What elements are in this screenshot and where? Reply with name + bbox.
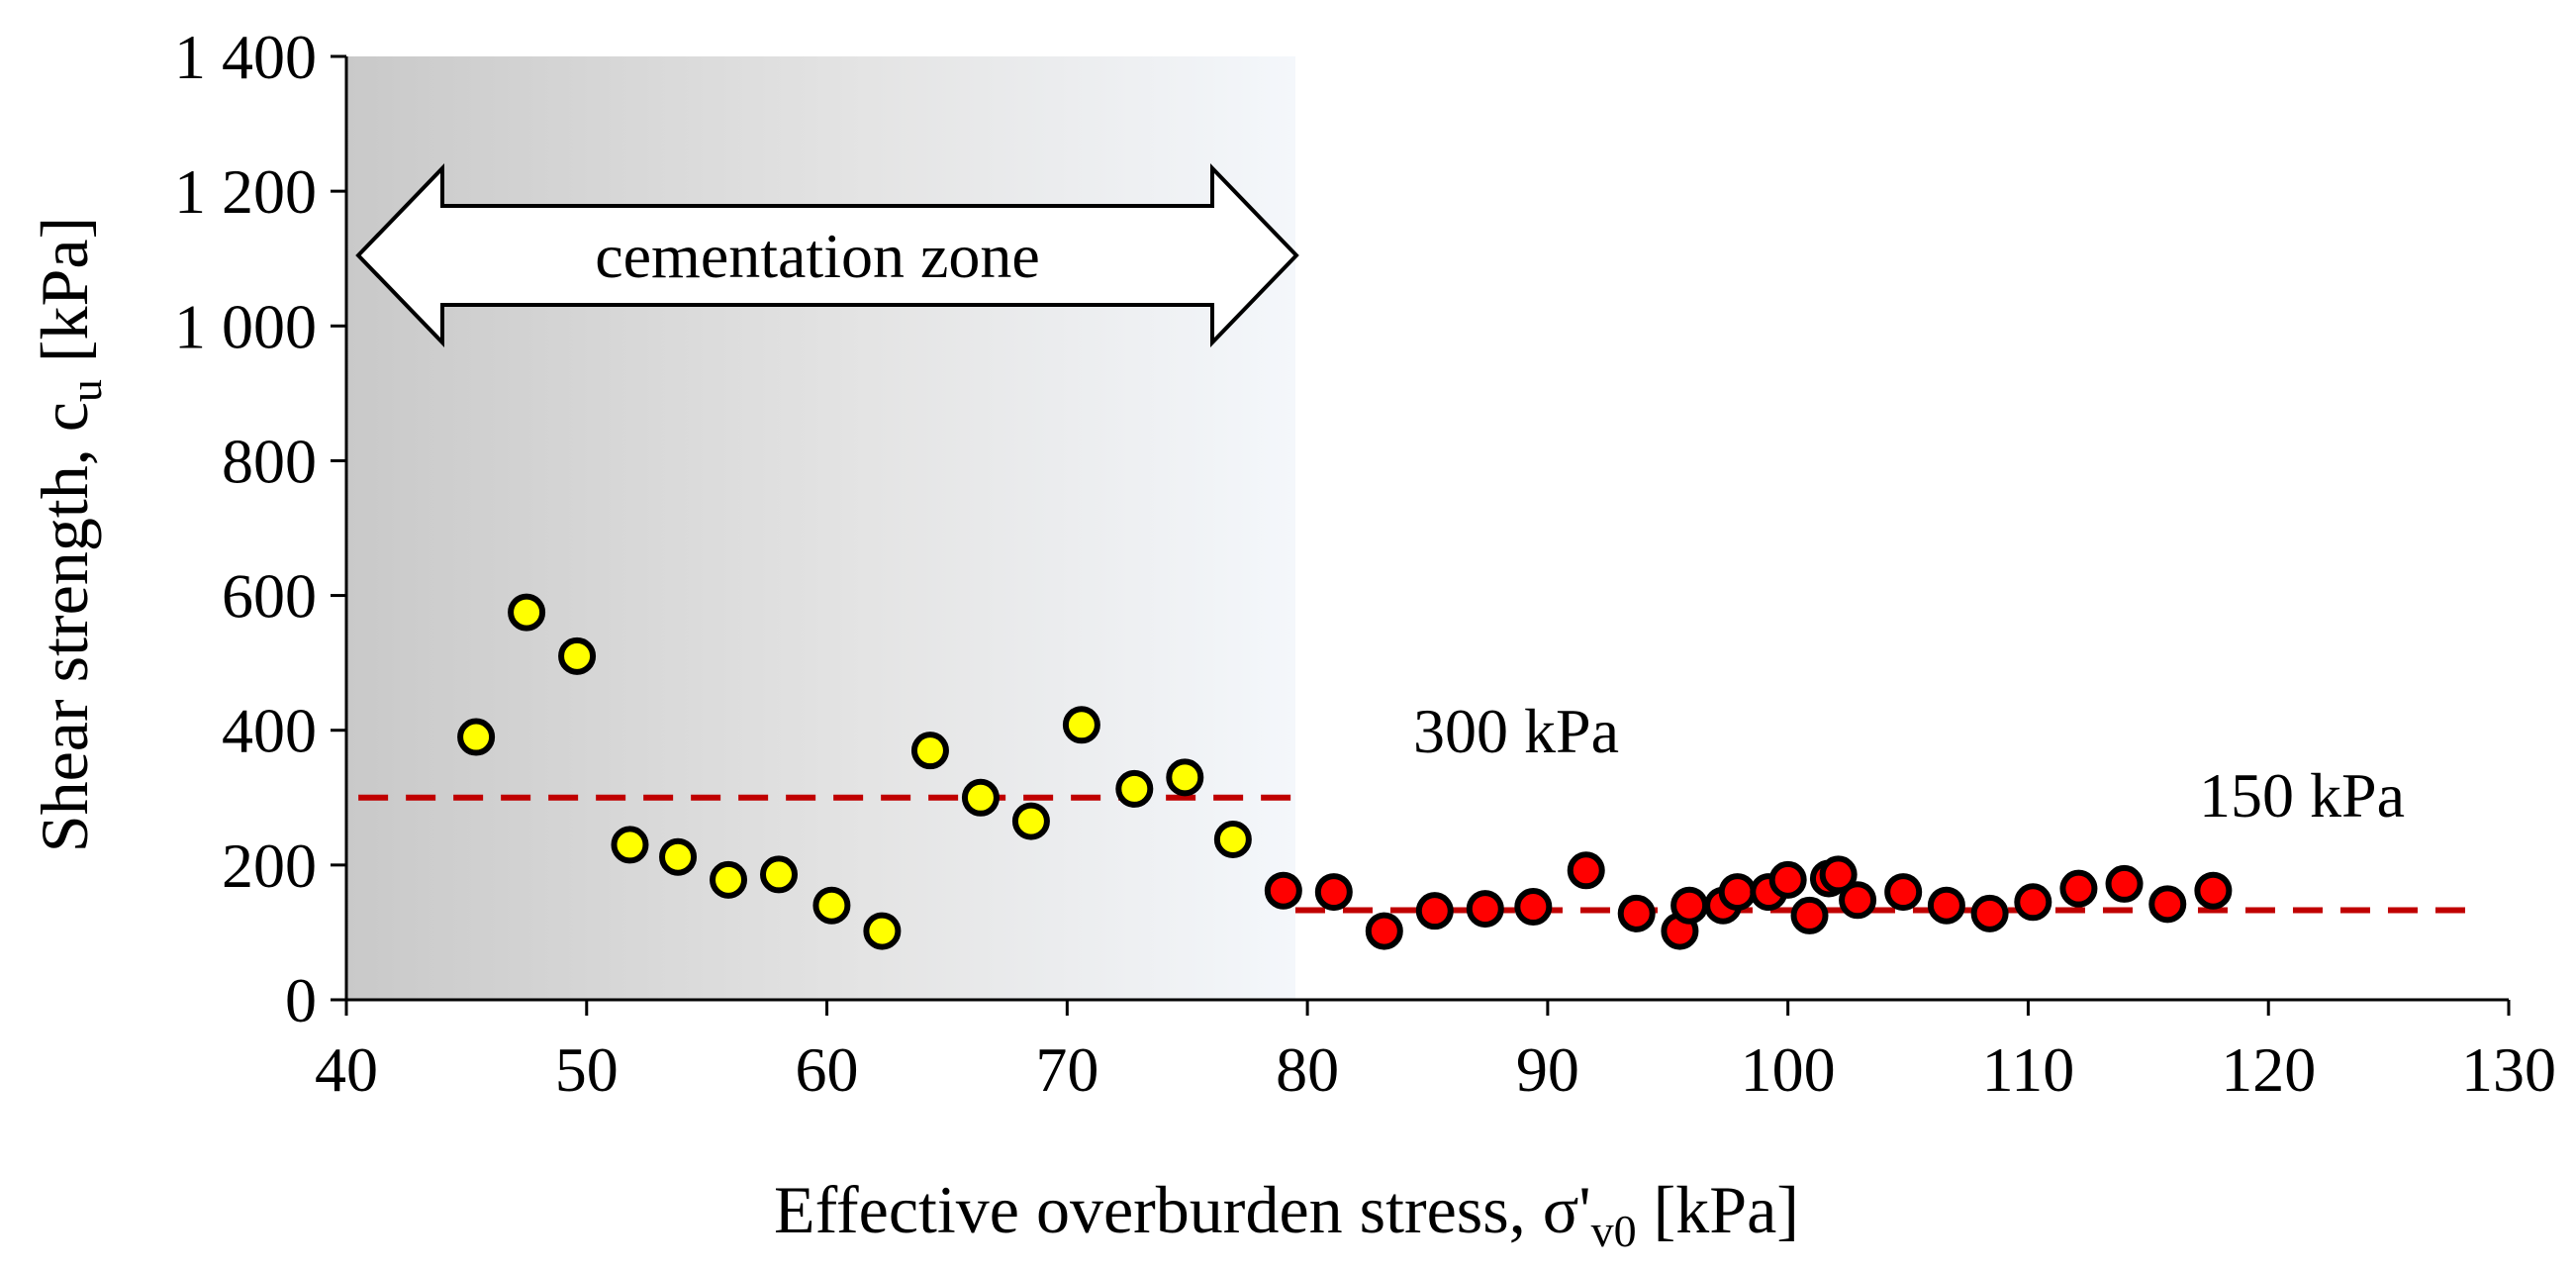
- y-tick-label: 400: [222, 696, 317, 766]
- data-point-yellow: [1166, 758, 1204, 797]
- data-point-yellow: [710, 860, 748, 899]
- data-point-red: [1567, 851, 1605, 890]
- data-point-red: [2194, 871, 2233, 910]
- data-point-yellow: [1213, 820, 1252, 858]
- data-point-yellow: [863, 912, 902, 950]
- data-point-red: [2148, 885, 2187, 924]
- data-point-red: [1884, 873, 1923, 912]
- data-point-yellow: [812, 886, 851, 925]
- x-tick-label: 130: [2461, 1034, 2556, 1105]
- data-point-red: [1819, 855, 1858, 894]
- data-point-red: [1970, 894, 2009, 932]
- x-tick-label: 40: [315, 1034, 378, 1105]
- data-point-yellow: [558, 636, 597, 675]
- data-point-red: [1768, 860, 1807, 899]
- data-point-red: [2014, 883, 2052, 922]
- data-point-red: [1718, 873, 1757, 912]
- data-point-red: [1264, 871, 1302, 910]
- data-point-red: [2105, 864, 2144, 903]
- data-point-yellow: [508, 593, 546, 632]
- data-point-red: [1670, 886, 1709, 925]
- data-point-yellow: [961, 778, 1000, 817]
- y-tick-label: 800: [222, 426, 317, 496]
- y-tick-label: 1 000: [174, 291, 317, 361]
- cementation-zone-label: cementation zone: [595, 221, 1040, 291]
- cementation-zone-arrow: [355, 163, 1299, 347]
- reference-label-150: 150 kPa: [2199, 760, 2405, 831]
- data-point-red: [1365, 912, 1403, 950]
- x-tick-label: 80: [1276, 1034, 1339, 1105]
- x-tick-label: 90: [1516, 1034, 1579, 1105]
- y-tick-label: 1 200: [174, 156, 317, 227]
- data-point-yellow: [1115, 769, 1154, 808]
- data-point-red: [1415, 892, 1454, 930]
- data-point-yellow: [611, 826, 649, 864]
- data-point-red: [1314, 873, 1353, 912]
- data-point-red: [1466, 890, 1504, 929]
- data-point-yellow: [760, 855, 798, 894]
- data-point-red: [1514, 888, 1553, 927]
- axes: 0 200 400 600 800 1 000 1 200 1 400 40 50 60 70 80 90…: [174, 22, 2556, 1105]
- x-tick-label: 100: [1741, 1034, 1836, 1105]
- y-axis-title: Shear strength, cu [kPa]: [27, 217, 111, 852]
- x-tick-label: 60: [796, 1034, 859, 1105]
- y-tick-label: 600: [222, 561, 317, 632]
- data-point-red: [2059, 869, 2098, 908]
- data-point-yellow: [659, 837, 698, 876]
- x-axis-title: Effective overburden stress, σ'v0 [kPa]: [774, 1172, 1799, 1256]
- x-tick-label: 120: [2221, 1034, 2316, 1105]
- data-point-red: [1617, 894, 1656, 932]
- y-tick-label: 1 400: [174, 22, 317, 92]
- y-tick-label: 0: [285, 965, 317, 1035]
- x-tick-label: 50: [555, 1034, 619, 1105]
- data-point-red: [1927, 886, 1965, 925]
- data-point-red: [1790, 896, 1829, 934]
- x-tick-label: 70: [1035, 1034, 1098, 1105]
- data-point-yellow: [1011, 802, 1050, 840]
- y-tick-label: 200: [222, 831, 317, 901]
- data-point-red: [1839, 881, 1877, 920]
- data-point-yellow: [457, 718, 496, 756]
- x-tick-label: 110: [1982, 1034, 2075, 1105]
- data-point-yellow: [1062, 706, 1100, 744]
- reference-label-300: 300 kPa: [1413, 696, 1619, 766]
- cementation-zone-shading: [346, 56, 1295, 1000]
- data-point-yellow: [910, 732, 949, 770]
